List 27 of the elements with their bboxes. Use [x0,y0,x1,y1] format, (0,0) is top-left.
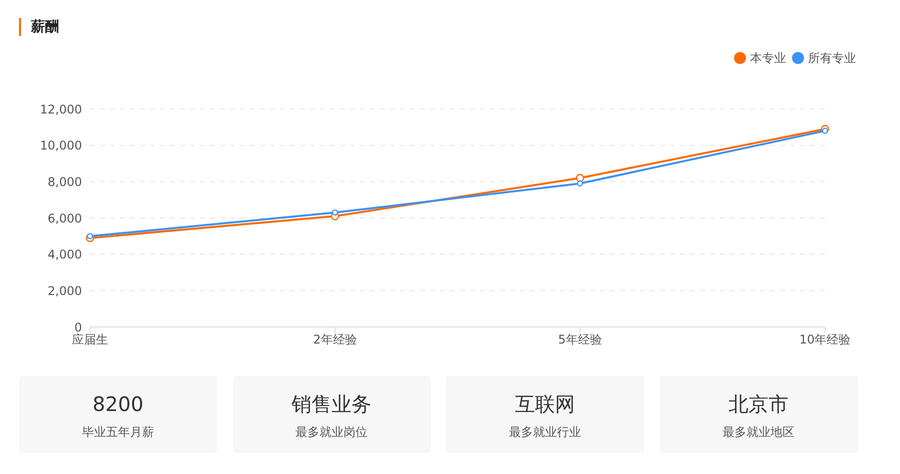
text: 最多就业行业 [508,424,582,440]
point [86,233,94,240]
legend-label: 所有专业 [807,50,856,66]
x-tick-label: 2年经验 [313,332,357,347]
y-tick-label: 6,000 [48,211,82,226]
x-tick-label: 10年经验 [799,332,851,347]
x-tick-label: 应届生 [72,332,108,347]
point [332,209,338,216]
text: 最多就业岗位 [294,424,368,440]
text: 毕业五年月薪 [81,424,155,440]
y-tick-label: 10,000 [40,138,82,153]
point [576,174,584,182]
point [822,128,828,134]
chart-title: 薪酬 [19,18,59,36]
y-tick-label: 12,000 [40,102,82,116]
text: 互联网 [514,392,576,416]
text: 最多就业地区 [722,424,796,440]
y-tick-label: 4,000 [48,248,82,262]
y-tick-label: 2,000 [48,284,82,298]
y-tick-label: 0 [74,320,82,334]
legend-label: 本专业 [749,50,786,66]
text: 8200 [92,392,144,416]
x-tick-label: 5年经验 [558,332,602,347]
point [576,180,584,187]
text: 销售业务 [290,392,372,416]
text: 北京市 [728,392,790,416]
y-tick-label: 8,000 [48,174,82,189]
